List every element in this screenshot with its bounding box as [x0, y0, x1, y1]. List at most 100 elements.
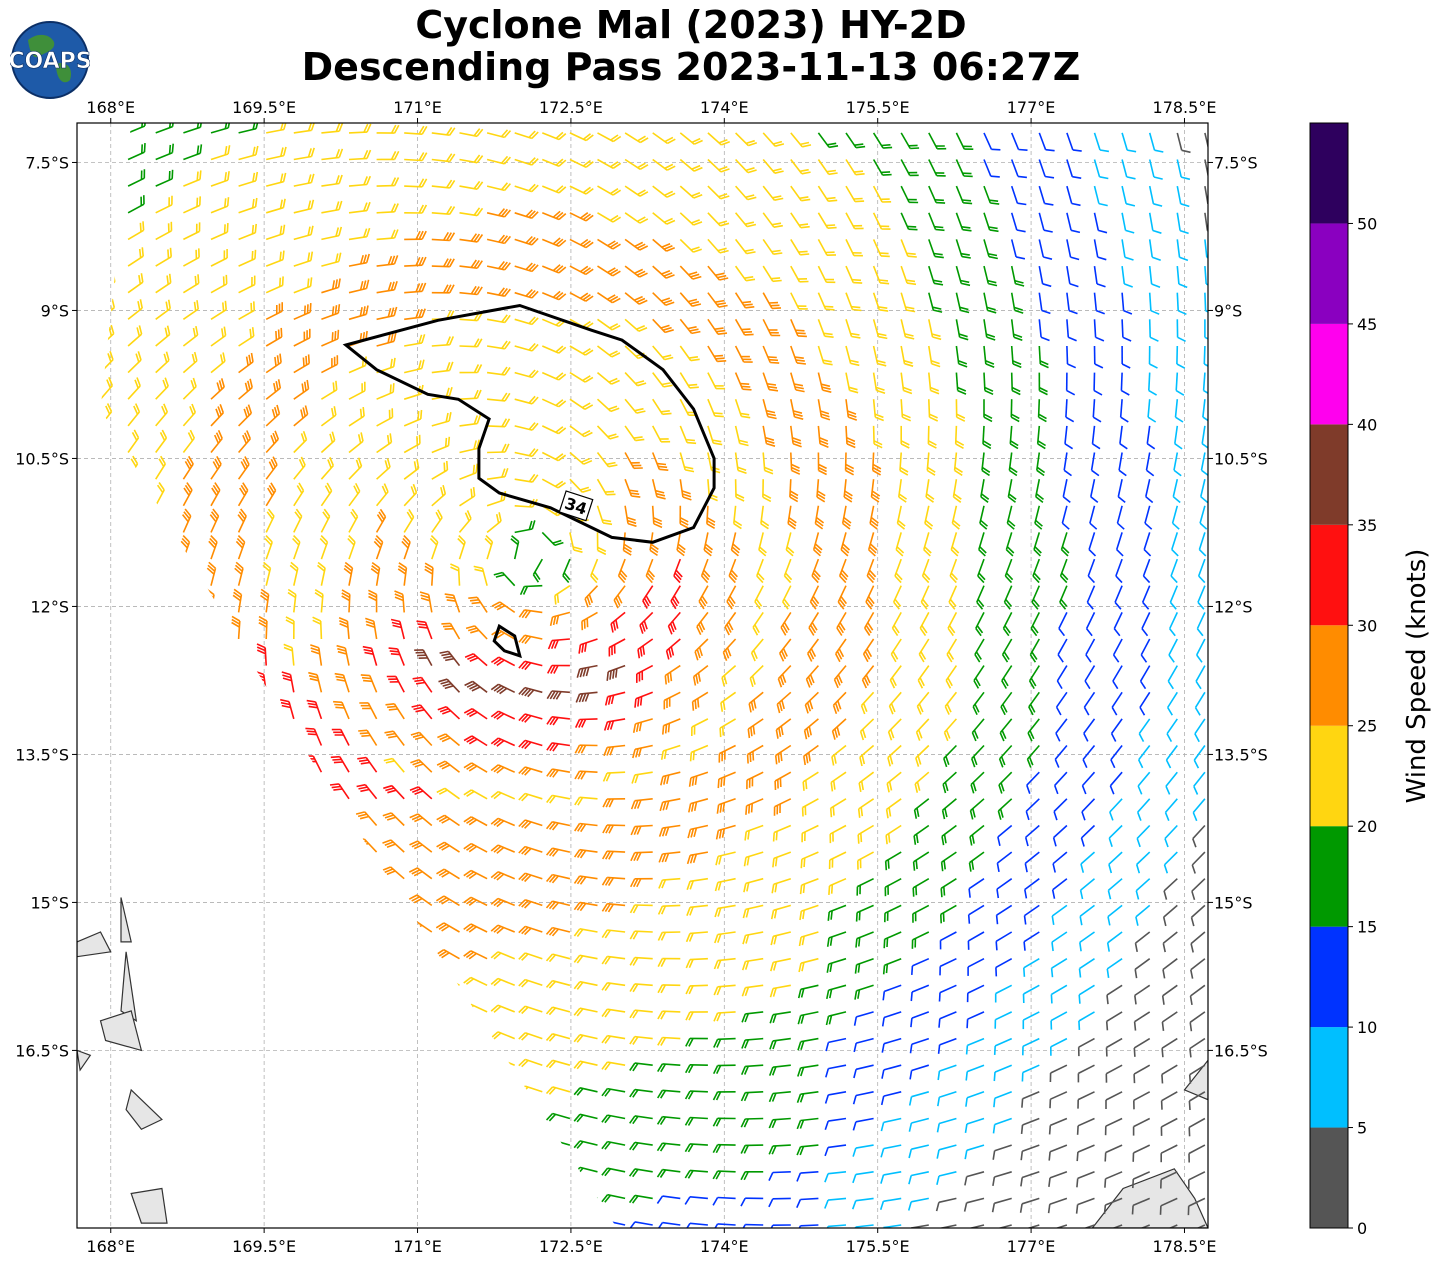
wind-barb	[411, 704, 433, 720]
wind-barb	[574, 770, 598, 780]
barb-feather	[390, 618, 401, 623]
wind-barb	[574, 718, 598, 728]
wind-barb	[320, 406, 337, 427]
wind-barb	[183, 123, 203, 134]
barb-feather	[1141, 628, 1149, 637]
wind-barb	[707, 132, 730, 146]
barb-feather	[729, 595, 736, 605]
barb-feather	[803, 730, 808, 740]
barb-feather	[170, 839, 180, 842]
barb-feather	[199, 697, 209, 702]
barb-feather	[443, 655, 453, 659]
barb-feather	[379, 508, 387, 518]
wind-barb	[601, 876, 626, 887]
barb-feather	[114, 835, 124, 839]
barb-feather	[343, 567, 352, 575]
wind-barb	[1001, 665, 1013, 689]
wind-barb	[629, 877, 653, 888]
wind-barb	[1148, 266, 1161, 288]
wind-barb	[1141, 612, 1151, 637]
wind-barb	[542, 131, 567, 141]
barb-feather	[1029, 654, 1037, 663]
barb-feather	[608, 464, 618, 468]
logo-text: COAPS	[10, 49, 90, 74]
barb-feather	[151, 588, 160, 596]
barb-feather	[115, 778, 125, 782]
wind-barb	[203, 615, 214, 640]
barb-feather	[458, 535, 466, 543]
barb-feather	[851, 305, 861, 309]
barb-feather	[177, 615, 186, 622]
barb-feather	[363, 648, 373, 653]
barb-staff	[1176, 266, 1180, 285]
wind-barb	[409, 813, 433, 827]
barb-feather	[359, 732, 369, 735]
barb-feather	[688, 298, 698, 303]
wind-barb	[952, 479, 962, 503]
wind-barb	[651, 479, 666, 500]
barb-feather	[199, 170, 202, 180]
barb-feather	[843, 496, 853, 503]
barb-feather	[584, 349, 594, 356]
barb-staff	[100, 621, 105, 640]
barb-feather	[170, 812, 180, 815]
barb-feather	[332, 869, 342, 873]
wind-barb	[983, 292, 997, 314]
barb-staff	[431, 445, 449, 454]
barb-feather	[412, 788, 421, 793]
barb-feather	[443, 258, 449, 267]
barb-feather	[473, 440, 477, 450]
barb-feather	[573, 849, 581, 858]
barb-staff	[679, 479, 684, 498]
barb-staff	[624, 425, 637, 442]
barb-feather	[550, 665, 556, 674]
barb-feather	[577, 770, 584, 780]
barb-feather	[788, 516, 797, 524]
barb-feather	[302, 430, 308, 440]
barb-feather	[806, 728, 810, 738]
barb-feather	[307, 148, 312, 158]
barb-feather	[772, 168, 782, 172]
wind-barb	[790, 292, 808, 310]
barb-feather	[331, 431, 336, 441]
barb-feather	[233, 591, 242, 599]
barb-feather	[171, 143, 174, 153]
barb-feather	[320, 535, 328, 543]
barb-feather	[605, 772, 611, 782]
barb-feather	[442, 682, 452, 687]
barb-feather	[147, 672, 156, 679]
wind-barb	[596, 505, 613, 526]
wind-barb	[348, 175, 372, 187]
barb-feather	[227, 703, 237, 708]
barb-feather	[198, 724, 208, 729]
barb-feather	[334, 305, 338, 315]
barb-feather	[418, 282, 424, 292]
barb-feather	[493, 845, 502, 853]
wind-barb	[870, 479, 881, 503]
wind-barb	[762, 158, 784, 174]
barb-feather	[552, 210, 561, 218]
barb-feather	[528, 183, 536, 192]
barb-feather	[991, 148, 1001, 151]
barb-staff	[983, 372, 986, 391]
barb-feather	[773, 252, 783, 255]
barb-staff	[1148, 239, 1153, 258]
barb-feather	[1143, 549, 1152, 557]
barb-feather	[290, 561, 299, 569]
barb-feather	[689, 854, 694, 864]
barb-feather	[657, 462, 667, 466]
barb-feather	[735, 496, 745, 502]
wind-barb	[545, 821, 571, 831]
wind-barb	[376, 177, 400, 187]
barb-feather	[268, 461, 275, 471]
wind-barb	[857, 824, 875, 844]
barb-feather	[445, 412, 449, 422]
wind-barb	[691, 691, 709, 711]
barb-feather	[757, 572, 765, 581]
barb-feather	[196, 123, 200, 129]
barb-feather	[636, 825, 642, 835]
barb-feather	[615, 597, 621, 607]
barb-feather	[390, 229, 396, 239]
barb-feather	[198, 785, 208, 789]
